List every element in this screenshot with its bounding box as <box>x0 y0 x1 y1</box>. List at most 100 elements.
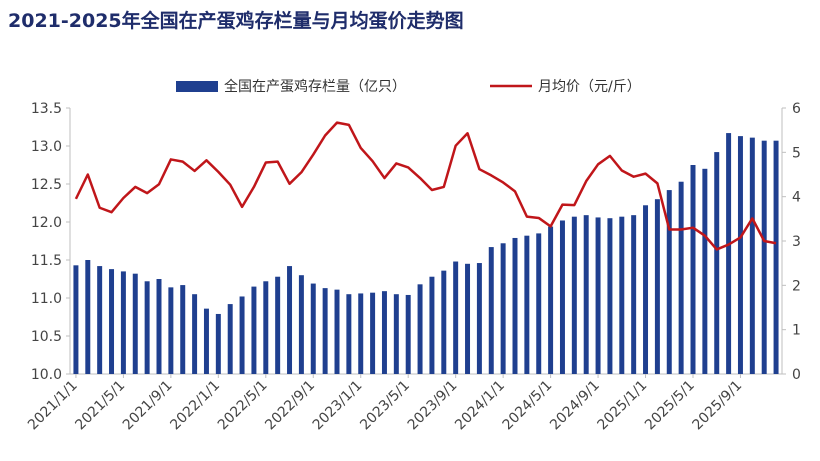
line-series <box>74 121 777 251</box>
right-tick-label: 3 <box>792 234 801 250</box>
bar <box>773 140 779 374</box>
left-tick-label: 10.5 <box>31 329 62 345</box>
x-tick-label: 2022/9/1 <box>262 378 318 434</box>
bar <box>465 263 471 374</box>
x-tick-label: 2021/9/1 <box>120 378 176 434</box>
bar <box>417 284 423 374</box>
right-tick-label: 4 <box>792 190 801 206</box>
bar <box>500 243 506 374</box>
bar <box>559 220 565 374</box>
bar <box>512 237 518 374</box>
x-tick-label: 2024/1/1 <box>452 378 508 434</box>
bar <box>488 247 494 374</box>
bar <box>287 266 293 374</box>
bar <box>156 279 162 374</box>
bar <box>370 292 376 374</box>
bar <box>239 296 245 374</box>
legend-line-label: 月均价（元/斤） <box>538 79 641 95</box>
bar <box>654 199 660 374</box>
left-tick-label: 13.0 <box>31 139 62 155</box>
bar <box>583 215 589 374</box>
bar <box>298 275 304 374</box>
x-tick-label: 2023/5/1 <box>357 378 413 434</box>
bar <box>619 216 625 374</box>
bar <box>702 168 708 374</box>
right-tick-label: 5 <box>792 145 801 161</box>
x-tick-label: 2025/1/1 <box>595 378 651 434</box>
bar <box>571 216 577 374</box>
bar <box>726 133 732 374</box>
bar <box>109 269 115 374</box>
bar <box>631 215 637 374</box>
left-tick-label: 11.5 <box>31 253 62 269</box>
bar <box>346 294 352 374</box>
bar <box>737 136 743 374</box>
bar <box>203 308 209 374</box>
bar <box>381 291 387 374</box>
price-line <box>74 121 777 251</box>
x-tick-label: 2021/5/1 <box>72 378 128 434</box>
bar <box>714 152 720 374</box>
left-tick-label: 11.0 <box>31 291 62 307</box>
bar <box>393 294 399 374</box>
right-axis-ticks: 0 1 2 3 4 5 6 <box>782 101 801 383</box>
bar <box>144 281 150 374</box>
bar <box>168 287 174 374</box>
bar <box>405 294 411 374</box>
x-tick-label: 2024/9/1 <box>547 378 603 434</box>
bar <box>690 165 696 374</box>
bar <box>132 273 138 374</box>
bar <box>275 276 281 374</box>
bar <box>263 281 269 374</box>
bar <box>749 137 755 374</box>
bar <box>85 260 91 374</box>
bar <box>358 293 364 374</box>
legend-bar-swatch <box>176 81 218 92</box>
bar <box>227 304 233 374</box>
x-tick-label: 2025/9/1 <box>690 378 746 434</box>
x-tick-label: 2023/9/1 <box>405 378 461 434</box>
bar <box>251 286 257 374</box>
bar <box>607 218 613 374</box>
x-tick-label: 2021/1/1 <box>25 378 81 434</box>
legend-bar-label: 全国在产蛋鸡存栏量（亿只） <box>224 78 406 95</box>
bar <box>180 285 186 374</box>
left-tick-label: 12.5 <box>31 177 62 193</box>
bar <box>310 283 316 374</box>
bar <box>322 288 328 374</box>
bar <box>215 313 221 374</box>
x-tick-label: 2023/1/1 <box>310 378 366 434</box>
bar <box>678 181 684 374</box>
x-tick-label: 2024/5/1 <box>500 378 556 434</box>
left-tick-label: 10.0 <box>31 367 62 383</box>
bar <box>666 190 672 374</box>
bar <box>643 205 649 374</box>
left-tick-label: 12.0 <box>31 215 62 231</box>
bar <box>595 217 601 374</box>
bar <box>524 235 530 374</box>
bar <box>334 289 340 374</box>
bar <box>453 261 459 374</box>
legend: 全国在产蛋鸡存栏量（亿只） 月均价（元/斤） <box>176 78 641 95</box>
bar <box>192 294 198 374</box>
bar <box>761 140 767 374</box>
right-tick-label: 1 <box>792 323 801 339</box>
bar <box>548 226 554 374</box>
bar <box>536 233 542 374</box>
x-axis-ticks: 2021/1/12021/5/12021/9/12022/1/12022/5/1… <box>25 374 745 433</box>
bar <box>441 270 447 374</box>
left-axis-ticks: 10.0 10.5 11.0 11.5 12.0 12.5 13.0 13.5 <box>31 101 70 383</box>
axes <box>69 108 783 375</box>
bar <box>73 265 79 374</box>
chart-title: 2021-2025年全国在产蛋鸡存栏量与月均蛋价走势图 <box>8 10 464 32</box>
right-tick-label: 0 <box>792 367 801 383</box>
bar <box>429 276 435 374</box>
x-tick-label: 2022/5/1 <box>215 378 271 434</box>
right-tick-label: 2 <box>792 278 801 294</box>
x-tick-label: 2025/5/1 <box>642 378 698 434</box>
x-tick-label: 2022/1/1 <box>167 378 223 434</box>
bar <box>120 271 126 374</box>
bar <box>476 263 482 374</box>
right-tick-label: 6 <box>792 101 801 117</box>
